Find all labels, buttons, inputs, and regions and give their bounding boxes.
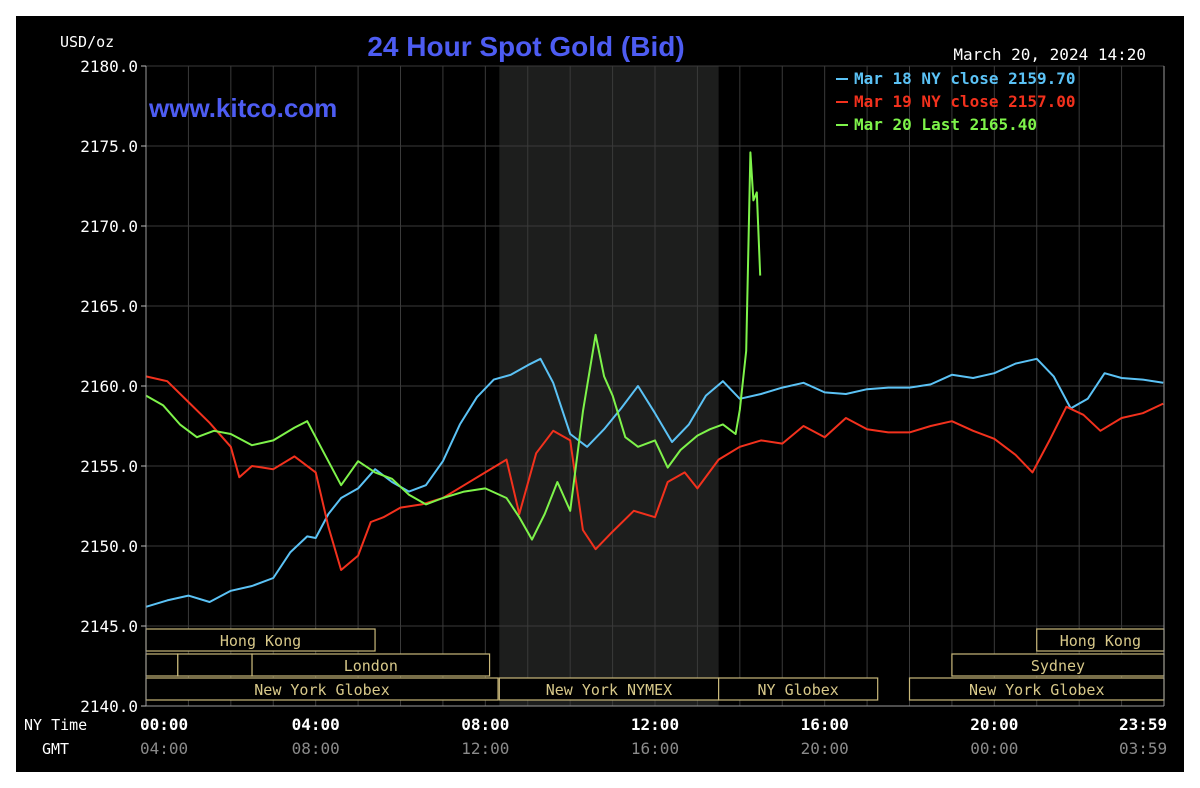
gold-price-chart: Hong Kong London New York Globex New York N… <box>24 31 1167 758</box>
x-tick-label-gmt: 04:00 <box>140 739 188 758</box>
y-tick-label: 2145.0 <box>80 617 138 636</box>
x-tick-label-gmt: 03:59 <box>1119 739 1167 758</box>
series-line <box>145 375 1164 571</box>
session-label: New York Globex <box>969 681 1104 699</box>
x-tick-label-gmt: 16:00 <box>631 739 679 758</box>
x-tick-label-ny: 04:00 <box>292 715 340 734</box>
y-tick-label: 2165.0 <box>80 297 138 316</box>
session-label: London <box>344 657 398 675</box>
session-label: NY Globex <box>758 681 839 699</box>
session-bar <box>177 653 253 677</box>
x-tick-label-ny: 23:59 <box>1119 715 1167 734</box>
x-tick-label-gmt: 12:00 <box>461 739 509 758</box>
legend-entry: Mar 19 NY close 2157.00 <box>854 92 1076 111</box>
y-tick-label: 2160.0 <box>80 377 138 396</box>
session-bar <box>718 677 879 701</box>
x-tick-label-gmt: 00:00 <box>970 739 1018 758</box>
session-label: New York NYMEX <box>546 681 672 699</box>
x-tick-label-ny: 00:00 <box>140 715 188 734</box>
series-line <box>145 357 1164 608</box>
x-tick-label-ny: 16:00 <box>801 715 849 734</box>
gmt-label: GMT <box>42 740 69 758</box>
session-bar <box>145 653 179 677</box>
ny-time-label: NY Time <box>24 716 87 734</box>
legend-entry: Mar 20 Last 2165.40 <box>854 115 1037 134</box>
x-tick-label-ny: 12:00 <box>631 715 679 734</box>
chart-title: 24 Hour Spot Gold (Bid) <box>367 31 684 62</box>
y-tick-label: 2180.0 <box>80 57 138 76</box>
session-label: Hong Kong <box>220 632 301 650</box>
x-tick-label-ny: 08:00 <box>461 715 509 734</box>
session-label: New York Globex <box>254 681 389 699</box>
legend-entry: Mar 18 NY close 2159.70 <box>854 69 1076 88</box>
grid <box>145 65 1165 707</box>
x-tick-label-ny: 20:00 <box>970 715 1018 734</box>
x-tick-label-gmt: 20:00 <box>801 739 849 758</box>
x-tick-label-gmt: 08:00 <box>292 739 340 758</box>
session-label: Sydney <box>1031 657 1085 675</box>
y-tick-label: 2155.0 <box>80 457 138 476</box>
timestamp: March 20, 2024 14:20 <box>953 45 1146 64</box>
session-bar <box>251 653 491 677</box>
session-label: Hong Kong <box>1060 632 1141 650</box>
series-line <box>145 151 762 541</box>
axes: 2180.0 2175.0 2170.0 2165.0 2160.0 2155.0 2150… <box>80 57 1167 758</box>
legend: Mar 18 NY close 2159.70 Mar 19 NY close 2… <box>836 69 1076 134</box>
y-tick-label: 2175.0 <box>80 137 138 156</box>
y-tick-label: 2150.0 <box>80 537 138 556</box>
y-tick-label: 2140.0 <box>80 697 138 716</box>
chart-frame: Hong Kong London New York Globex New York N… <box>16 16 1184 772</box>
series-lines <box>145 151 1164 608</box>
watermark: www.kitco.com <box>148 93 337 123</box>
y-tick-label: 2170.0 <box>80 217 138 236</box>
y-axis-unit-label: USD/oz <box>60 33 114 51</box>
